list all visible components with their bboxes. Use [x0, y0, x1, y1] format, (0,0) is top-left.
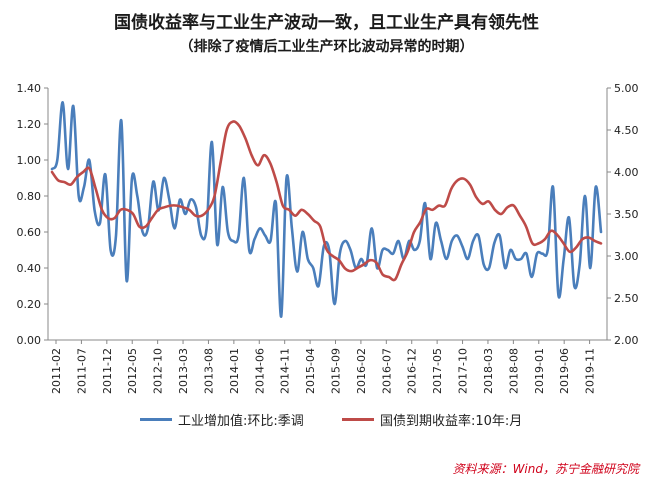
left-tick-label: 1.20 [17, 118, 42, 131]
x-tick-label: 2011-02 [50, 348, 63, 394]
legend-swatch-bond-yield [342, 418, 374, 421]
left-tick-label: 0.80 [17, 190, 42, 203]
left-tick-label: 1.00 [17, 154, 42, 167]
x-tick-label: 2016-02 [355, 348, 368, 394]
right-tick-label: 2.50 [614, 292, 639, 305]
right-tick-label: 4.50 [614, 124, 639, 137]
x-tick-label: 2014-11 [279, 348, 292, 394]
legend-swatch-industrial [140, 418, 172, 421]
x-tick-label: 2012-10 [152, 348, 165, 394]
source-note: 资料来源：Wind，苏宁金融研究院 [452, 462, 639, 476]
left-tick-label: 1.40 [17, 82, 42, 95]
x-tick-label: 2014-06 [253, 348, 266, 394]
x-tick-label: 2012-05 [126, 348, 139, 394]
left-tick-label: 0.00 [17, 334, 42, 347]
right-tick-label: 5.00 [614, 82, 639, 95]
legend-label-bond-yield: 国债到期收益率:10年:月 [380, 414, 523, 429]
x-tick-label: 2013-08 [202, 348, 215, 394]
x-tick-label: 2017-05 [431, 348, 444, 394]
x-tick-label: 2011-12 [101, 348, 114, 394]
x-tick-label: 2019-06 [558, 348, 571, 394]
x-tick-label: 2015-09 [330, 348, 343, 394]
chart-title: 国债收益率与工业生产波动一致，且工业生产具有领先性 [114, 13, 539, 33]
right-tick-label: 3.00 [614, 250, 639, 263]
legend-label-industrial: 工业增加值:环比:季调 [178, 414, 304, 429]
chart-legend: 工业增加值:环比:季调 国债到期收益率:10年:月 [0, 410, 653, 434]
x-tick-label: 2016-12 [406, 348, 419, 394]
x-tick-label: 2011-07 [75, 348, 88, 394]
x-tick-label: 2019-11 [584, 348, 597, 394]
x-tick-label: 2018-08 [507, 348, 520, 394]
x-tick-label: 2013-03 [177, 348, 190, 394]
x-tick-label: 2017-10 [457, 348, 470, 394]
series-line-industrial [50, 101, 603, 318]
left-tick-label: 0.60 [17, 226, 42, 239]
legend-item-bond-yield: 国债到期收益率:10年:月 [342, 410, 522, 429]
right-tick-label: 4.00 [614, 166, 639, 179]
left-tick-label: 0.20 [17, 298, 42, 311]
x-tick-label: 2016-07 [380, 348, 393, 394]
x-tick-label: 2015-04 [304, 348, 317, 394]
left-tick-label: 0.40 [17, 262, 42, 275]
legend-item-industrial: 工业增加值:环比:季调 [140, 410, 304, 429]
series-line-bond-yield [50, 120, 603, 282]
x-tick-label: 2018-03 [482, 348, 495, 394]
right-tick-label: 2.00 [614, 334, 639, 347]
x-tick-label: 2019-01 [533, 348, 546, 394]
x-tick-label: 2014-01 [228, 348, 241, 394]
chart-subtitle: （排除了疫情后工业生产环比波动异常的时期） [179, 39, 474, 55]
right-tick-label: 3.50 [614, 208, 639, 221]
